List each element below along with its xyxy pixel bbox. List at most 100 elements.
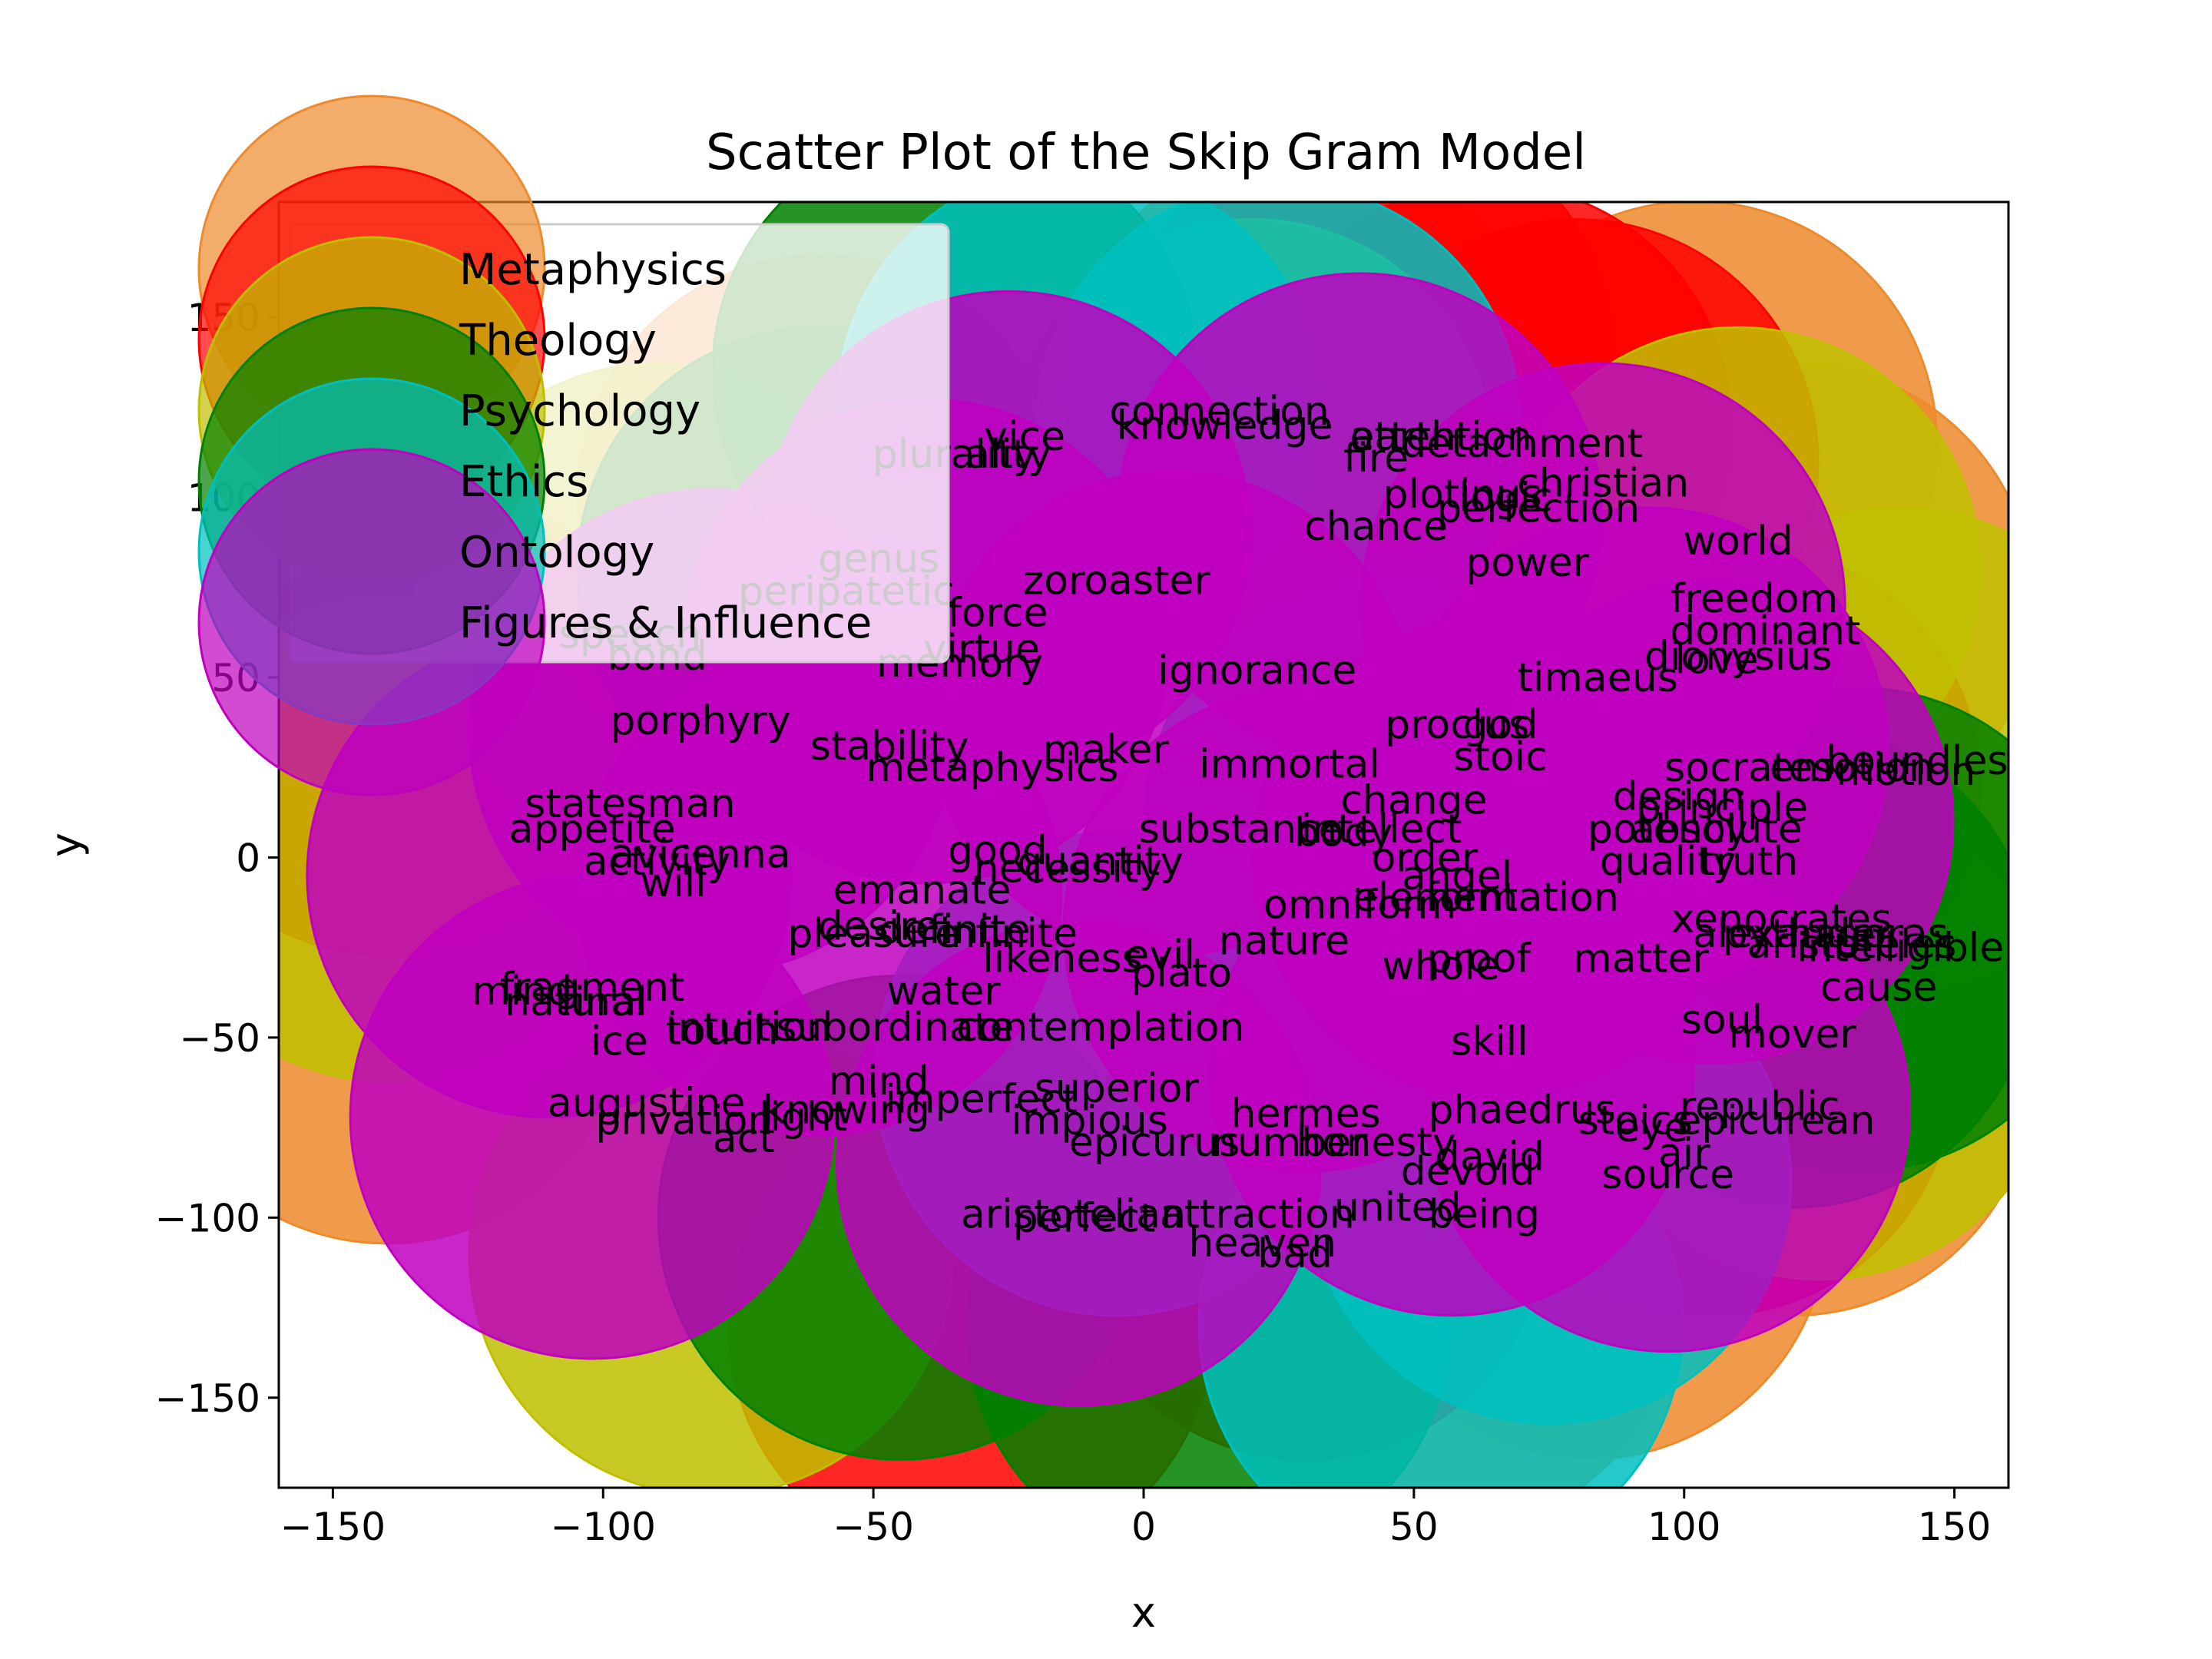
word-label: alexander — [1693, 911, 1892, 957]
word-label: zoroaster — [1023, 558, 1210, 604]
word-label: truth — [1700, 839, 1798, 885]
word-label: necessity — [974, 846, 1162, 892]
word-label: pleasure — [787, 911, 959, 957]
word-label: appetite — [509, 806, 676, 853]
word-label: dionysius — [1644, 634, 1833, 680]
x-tick-label: 50 — [1389, 1505, 1439, 1549]
word-label: republic — [1680, 1084, 1840, 1130]
word-label: contemplation — [956, 1005, 1244, 1051]
word-label: xenocrates — [1671, 896, 1892, 942]
word-label: superior — [1035, 1066, 1200, 1112]
word-label: likeness — [982, 936, 1142, 982]
word-label: force — [948, 591, 1048, 637]
word-label: emotion — [1770, 745, 1934, 791]
x-tick-label: −100 — [551, 1505, 656, 1549]
word-label: soul — [1681, 997, 1763, 1043]
y-tick-label: −50 — [179, 1016, 260, 1061]
word-label: proof — [1427, 936, 1532, 982]
word-label: motion — [1836, 749, 1975, 795]
word-label: activity — [584, 839, 731, 885]
word-label: mind — [829, 1058, 929, 1104]
y-tick-label: 0 — [236, 836, 260, 880]
word-label: element — [1353, 875, 1518, 921]
x-axis-label: x — [1131, 1588, 1156, 1637]
word-label: good — [948, 828, 1048, 874]
x-tick-label: 100 — [1647, 1505, 1720, 1549]
word-label: body — [1294, 810, 1393, 856]
word-label: aristotelian — [961, 1192, 1186, 1238]
data-point — [1251, 614, 1738, 1101]
word-label: power — [1465, 540, 1589, 586]
x-tick-label: −150 — [280, 1505, 386, 1549]
word-label: world — [1684, 518, 1793, 565]
word-label: will — [641, 860, 707, 906]
y-tick-label: −150 — [155, 1376, 260, 1421]
word-label: united — [1334, 1184, 1462, 1230]
word-label: freedom — [1671, 576, 1838, 622]
y-tick-label: −100 — [155, 1196, 260, 1240]
word-label: aristoteles — [1747, 922, 1956, 968]
word-label: knowledge — [1117, 403, 1333, 449]
word-label: boundless — [1826, 738, 2028, 784]
x-tick-label: 150 — [1918, 1505, 1991, 1549]
word-label: final — [560, 979, 646, 1025]
word-label: emanate — [833, 868, 1012, 914]
word-label: formation — [1425, 875, 1619, 921]
legend-label: Metaphysics — [459, 245, 727, 295]
word-label: epicurean — [1677, 1098, 1875, 1144]
word-label: intellect — [1301, 806, 1462, 853]
word-label: christian — [1517, 461, 1689, 507]
word-label: god — [1463, 702, 1538, 748]
legend-label: Psychology — [459, 386, 700, 436]
x-tick-label: −50 — [833, 1505, 914, 1549]
word-label: evil — [1124, 932, 1195, 979]
word-label: design — [1612, 774, 1745, 820]
word-label: avicenna — [610, 832, 790, 878]
word-label: cause — [1820, 965, 1938, 1011]
word-label: privation — [595, 1098, 773, 1144]
word-label: desire — [818, 904, 940, 950]
word-label: dominant — [1670, 608, 1860, 654]
legend-label: Theology — [459, 316, 657, 366]
word-label: being — [1429, 1192, 1540, 1238]
word-label: augustine — [548, 1080, 746, 1126]
word-label: omniform — [1263, 882, 1456, 928]
word-label: devoid — [1401, 1148, 1535, 1194]
word-label: touch — [666, 1008, 779, 1054]
word-label: perfect — [1013, 1195, 1156, 1241]
word-label: stoic — [1453, 734, 1547, 780]
word-label: attention — [1349, 414, 1532, 460]
word-label: infinite — [939, 911, 1078, 957]
word-label: eye — [1615, 1105, 1688, 1151]
word-label: epicurus — [1069, 1120, 1240, 1166]
word-label: logic — [1459, 475, 1552, 522]
word-label: quality — [1600, 839, 1737, 885]
word-label: statesman — [525, 781, 735, 827]
word-label: love — [1674, 637, 1758, 684]
word-label: metaphysics — [866, 745, 1119, 791]
word-label: natural — [505, 979, 647, 1025]
word-label: imperfect — [885, 1077, 1078, 1123]
word-label: earth — [1350, 414, 1457, 460]
word-label: intelligible — [1796, 926, 2004, 972]
word-label: act — [713, 1116, 775, 1162]
word-label: substance — [1139, 806, 1343, 853]
word-label: nature — [1219, 918, 1349, 964]
word-label: chance — [1304, 504, 1448, 550]
y-axis-label: y — [41, 833, 90, 857]
word-label: maker — [1043, 727, 1170, 773]
legend-label: Ethics — [459, 457, 588, 507]
word-label: light — [759, 1094, 847, 1141]
word-label: skill — [1451, 1019, 1528, 1065]
word-label: bad — [1257, 1231, 1333, 1277]
word-label: knowing — [763, 1088, 930, 1134]
word-label: number — [1212, 1120, 1369, 1166]
word-label: subordinate — [776, 1005, 1014, 1051]
x-tick-label: 0 — [1131, 1505, 1156, 1549]
legend-label: Figures & Influence — [459, 598, 872, 648]
word-label: ice — [591, 1019, 648, 1065]
word-label: plato — [1131, 950, 1232, 996]
